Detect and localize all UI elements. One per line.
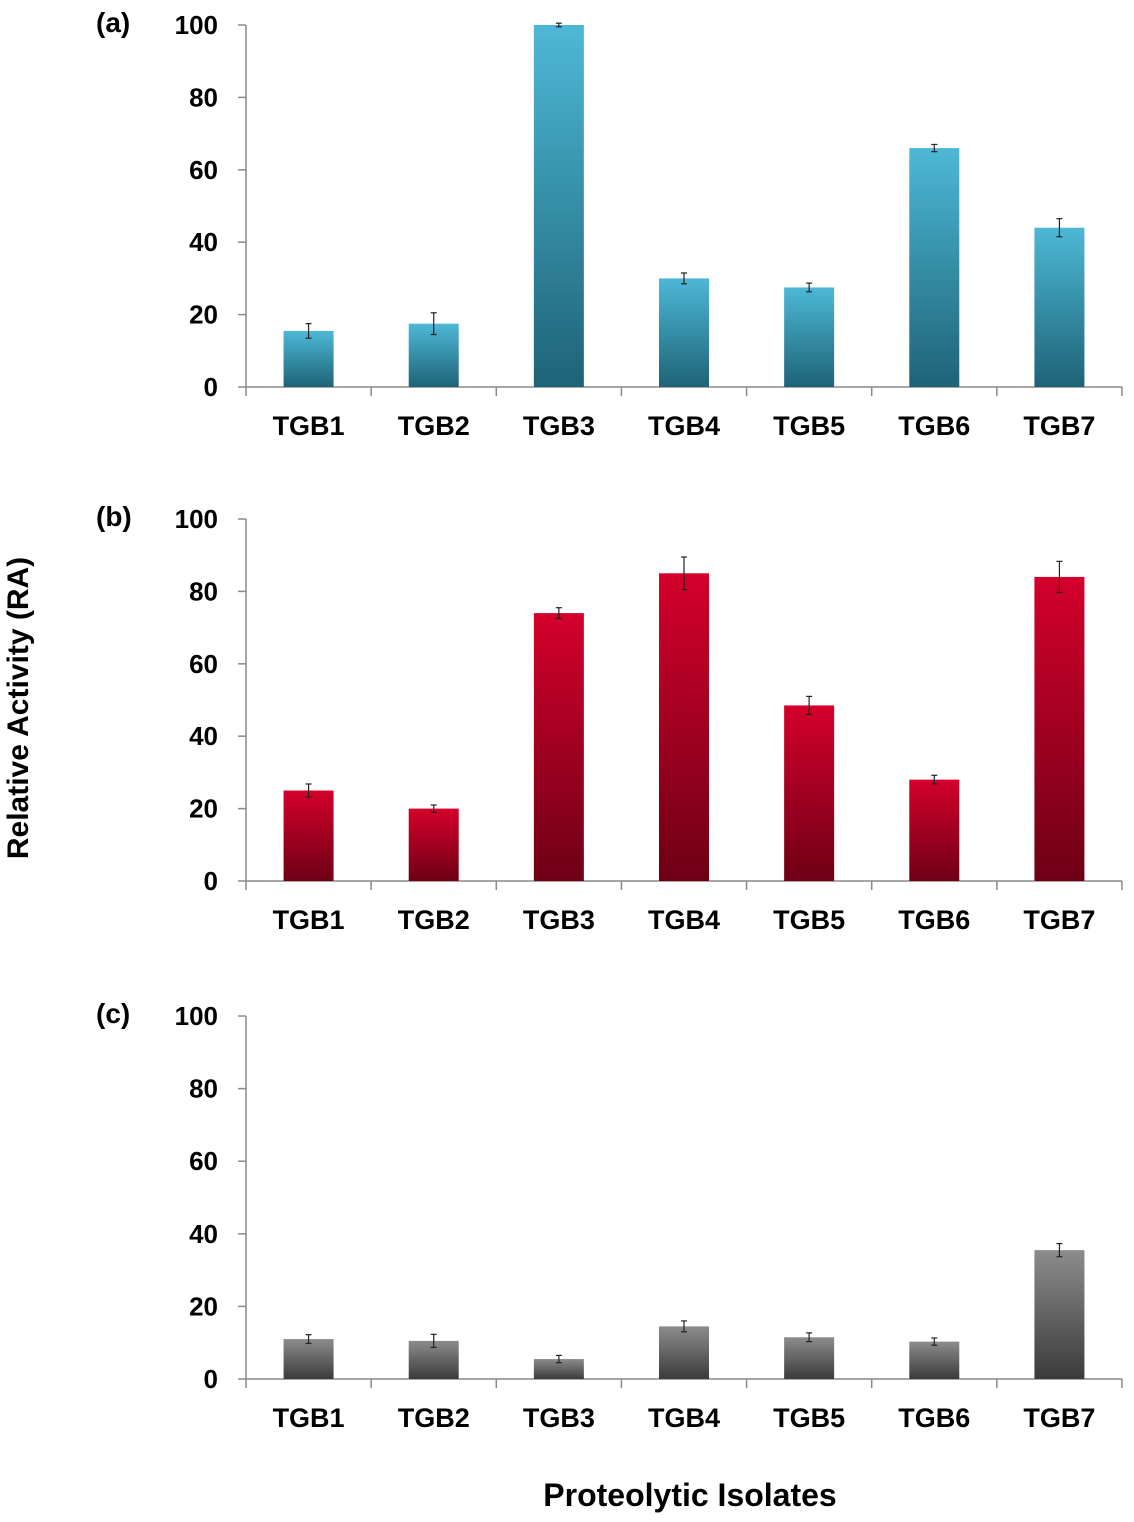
bar-tgb6: [909, 779, 960, 881]
x-tick-label: TGB3: [523, 411, 595, 441]
x-tick-label: TGB6: [898, 905, 970, 935]
panel-c: (c) 0 20 40 60 80 100 TGB1 TGB2 TGB3 TGB4 TGB5 TGB6 T…: [96, 998, 1123, 1433]
x-tick-label: TGB5: [773, 411, 845, 441]
error-bar: [1056, 218, 1063, 238]
y-tick-label: 100: [175, 10, 218, 40]
bar-tgb5: [784, 287, 835, 387]
x-axis-label: Proteolytic Isolates: [543, 1477, 836, 1513]
bar-tgb3: [533, 613, 584, 881]
x-tick-label: TGB7: [1023, 1403, 1095, 1433]
panel-label: (c): [96, 998, 130, 1029]
x-tick-label: TGB2: [398, 1403, 470, 1433]
y-tick-label: 40: [189, 1219, 218, 1249]
bar-tgb7: [1034, 1250, 1085, 1379]
error-bar: [1056, 560, 1063, 594]
y-tick-label: 0: [204, 372, 218, 402]
y-tick-label: 60: [189, 155, 218, 185]
bar-tgb6: [909, 1341, 960, 1379]
error-bar: [931, 1337, 938, 1346]
error-bar: [305, 323, 312, 339]
error-bar: [931, 774, 938, 785]
x-tick-label: TGB1: [273, 411, 345, 441]
y-tick-label: 0: [204, 1364, 218, 1394]
panel-label: (a): [96, 7, 130, 38]
error-bar: [681, 272, 687, 285]
error-bar: [681, 1320, 687, 1333]
bar-tgb4: [659, 573, 709, 881]
y-tick-label: 80: [189, 82, 218, 112]
x-tick-label: TGB3: [523, 905, 595, 935]
x-tick-label: TGB3: [523, 1403, 595, 1433]
error-bar: [681, 556, 687, 591]
error-bar: [430, 804, 437, 813]
bar-tgb1: [283, 330, 334, 387]
x-tick-label: TGB2: [398, 905, 470, 935]
y-tick-label: 100: [175, 504, 218, 534]
bar-tgb3: [533, 25, 584, 387]
error-bar: [305, 783, 312, 798]
y-tick-label: 60: [189, 649, 218, 679]
x-tick-label: TGB7: [1023, 905, 1095, 935]
error-bar: [931, 143, 938, 153]
bar-tgb7: [1034, 227, 1085, 387]
x-tick-label: TGB4: [648, 411, 720, 441]
error-bar: [555, 607, 562, 620]
bar-tgb2: [408, 808, 459, 881]
bar-tgb4: [659, 1326, 709, 1379]
error-bar: [430, 1333, 437, 1349]
error-bar: [430, 312, 437, 336]
error-bar: [806, 282, 813, 293]
x-tick-label: TGB7: [1023, 411, 1095, 441]
bar-tgb5: [784, 1337, 835, 1379]
error-bar: [1056, 1243, 1063, 1258]
x-tick-label: TGB1: [273, 1403, 345, 1433]
error-bar: [806, 695, 813, 716]
panel-b: (b) 0 20 40 60 80 100 TGB1 TGB2 TGB3 TGB4 TGB5 TGB6 T…: [96, 501, 1123, 935]
bar-tgb4: [659, 278, 709, 387]
x-tick-label: TGB5: [773, 1403, 845, 1433]
y-tick-label: 20: [189, 300, 218, 330]
y-tick-label: 60: [189, 1146, 218, 1176]
y-tick-label: 20: [189, 794, 218, 824]
y-tick-label: 20: [189, 1291, 218, 1321]
error-bar: [555, 1354, 562, 1364]
x-tick-label: TGB2: [398, 411, 470, 441]
x-tick-label: TGB6: [898, 411, 970, 441]
x-tick-label: TGB4: [648, 1403, 720, 1433]
error-bar: [806, 1332, 813, 1343]
y-tick-label: 80: [189, 1074, 218, 1104]
y-tick-label: 40: [189, 227, 218, 257]
y-tick-label: 100: [175, 1001, 218, 1031]
x-tick-label: TGB4: [648, 905, 720, 935]
bar-tgb3: [533, 1359, 584, 1379]
x-tick-label: TGB1: [273, 905, 345, 935]
bar-tgb5: [784, 705, 835, 881]
y-tick-label: 80: [189, 576, 218, 606]
bar-tgb1: [283, 1339, 334, 1379]
y-tick-label: 40: [189, 721, 218, 751]
error-bar: [555, 22, 562, 28]
bar-tgb1: [283, 790, 334, 881]
panel-label: (b): [96, 501, 132, 532]
y-axis-label: Relative Activity (RA): [2, 557, 35, 859]
error-bar: [305, 1334, 312, 1345]
bar-tgb6: [909, 148, 960, 387]
x-tick-label: TGB5: [773, 905, 845, 935]
y-tick-label: 0: [204, 866, 218, 896]
bar-tgb7: [1034, 576, 1085, 881]
x-tick-label: TGB6: [898, 1403, 970, 1433]
panel-a: (a) 0 20 40 60 80 100 TGB1 TGB2 TGB3 TGB4 TGB5 TGB6 T…: [96, 7, 1123, 441]
